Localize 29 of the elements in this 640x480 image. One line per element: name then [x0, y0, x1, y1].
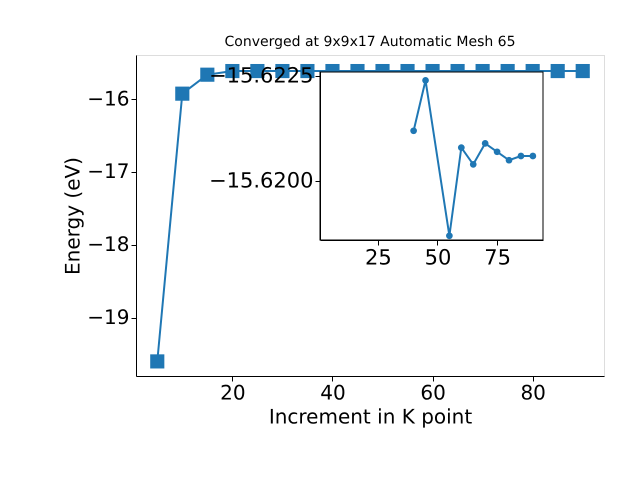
point: [422, 77, 429, 84]
point: [446, 232, 453, 240]
y-tick-label: −17: [87, 159, 130, 184]
point: [518, 152, 524, 160]
point: [482, 140, 489, 147]
point: [576, 64, 590, 78]
point: [530, 152, 536, 160]
x-tick-label: 50: [424, 246, 452, 270]
y-tick-label: −16: [87, 86, 130, 110]
x-tick-label: 40: [320, 380, 346, 404]
point: [494, 148, 500, 156]
y-tick-label: −19: [87, 305, 130, 330]
point: [150, 354, 164, 368]
x-axis-title: Increment in K point: [268, 404, 472, 428]
point: [458, 144, 465, 151]
y-tick-label: −18: [87, 232, 130, 256]
x-tick-label: 25: [364, 246, 392, 270]
y-axis-title: Energy (eV): [60, 157, 84, 275]
x-tick-label: 80: [520, 380, 546, 404]
point: [506, 156, 512, 164]
point: [550, 64, 565, 78]
y-tick-label: −15.6200: [209, 168, 314, 193]
point: [410, 127, 417, 134]
x-tick-label: 60: [420, 380, 446, 404]
point: [175, 86, 190, 101]
chart-title: Converged at 9x9x17 Automatic Mesh 65: [224, 34, 516, 50]
x-tick-label: 20: [220, 380, 246, 404]
x-tick-label: 75: [484, 246, 511, 270]
point: [470, 161, 477, 168]
